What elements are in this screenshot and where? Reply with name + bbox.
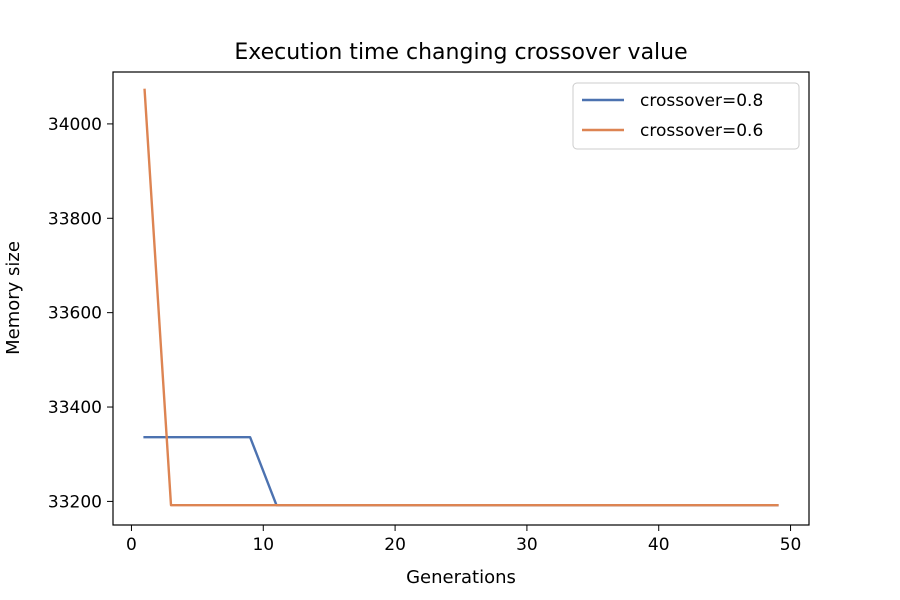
legend-entry: crossover=0.8 [640, 91, 763, 111]
y-tick-label: 33400 [48, 398, 102, 418]
y-tick-label: 33200 [48, 492, 102, 512]
x-axis-label: Generations [406, 567, 516, 588]
series-line-2 [143, 88, 779, 507]
x-axis: 0 10 20 30 40 50 [126, 525, 801, 555]
y-tick-label: 33600 [48, 304, 102, 324]
x-tick-label: 30 [516, 535, 538, 555]
chart-title: Execution time changing crossover value [234, 40, 687, 65]
y-tick-label: 34000 [48, 115, 102, 135]
series-line-1 [143, 436, 779, 507]
plot-area [143, 88, 779, 507]
x-tick-label: 50 [780, 535, 802, 555]
x-tick-label: 40 [648, 535, 670, 555]
plot-frame [112, 71, 810, 526]
legend: crossover=0.8 crossover=0.6 [572, 82, 800, 150]
legend-entry: crossover=0.6 [640, 121, 763, 141]
x-tick-label: 0 [126, 535, 137, 555]
y-axis: 33200 33400 33600 33800 34000 [48, 115, 113, 512]
y-tick-label: 33800 [48, 209, 102, 229]
legend-box [572, 82, 800, 150]
x-tick-label: 10 [252, 535, 274, 555]
x-tick-label: 20 [384, 535, 406, 555]
y-axis-label: Memory size [3, 241, 24, 355]
